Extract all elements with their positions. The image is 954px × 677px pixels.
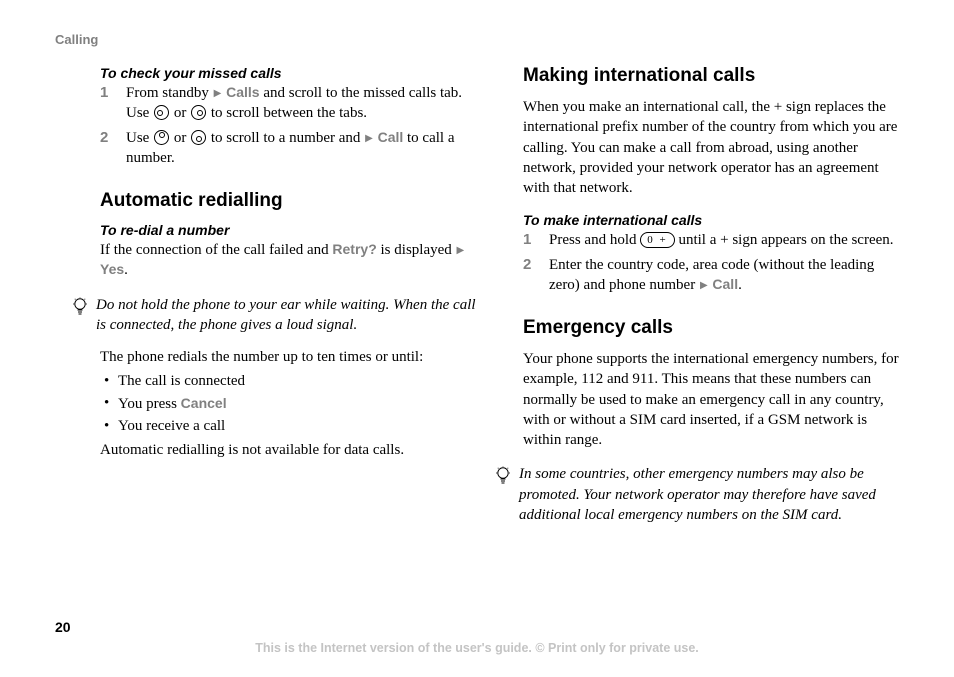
step-text: From standby ▶ Calls and scroll to the m… [126,83,481,124]
text: Press and hold [549,232,640,248]
step-text: Use or to scroll to a number and ▶ Call … [126,128,481,169]
navkey-right-icon [191,105,206,120]
text: Use [126,130,153,146]
nav-arrow-icon: ▶ [457,244,465,258]
softkey-call: Call [378,129,404,145]
step-number: 2 [523,255,549,275]
footer-text: This is the Internet version of the user… [0,641,954,655]
text: or [170,105,190,121]
content-columns: To check your missed calls 1 From standb… [100,65,904,537]
list-item: You receive a call [100,416,481,438]
intl-heading: Making international calls [523,65,904,87]
emergency-intro: Your phone supports the international em… [523,349,904,450]
navkey-left-icon [154,105,169,120]
step-2: 2 Use or to scroll to a number and ▶ Cal… [100,128,481,169]
auto-redial-heading: Automatic redialling [100,190,481,212]
text: You press [118,396,181,412]
page-number: 20 [55,619,71,635]
list-item: The call is connected [100,371,481,393]
redial-note: Automatic redialling is not available fo… [100,440,481,460]
emergency-heading: Emergency calls [523,317,904,339]
key-zero-plus-icon: 0 + [640,232,674,248]
step-2: 2 Enter the country code, area code (wit… [523,255,904,296]
tip-block: In some countries, other emergency numbe… [495,464,904,525]
text: . [124,262,128,278]
text: to scroll to a number and [207,130,364,146]
softkey-call: Call [712,276,738,292]
redial-until: The phone redials the number up to ten t… [100,347,481,367]
nav-arrow-icon: ▶ [700,279,708,293]
softkey-yes: Yes [100,261,124,277]
step-number: 2 [100,128,126,148]
intl-subheading: To make international calls [523,212,904,228]
step-text: Press and hold 0 + until a + sign appear… [549,230,904,250]
text: is displayed [377,242,456,258]
redial-conditions: The call is connected You press Cancel Y… [100,371,481,437]
step-1: 1 From standby ▶ Calls and scroll to the… [100,83,481,124]
redial-subheading: To re-dial a number [100,222,481,238]
missed-calls-title: To check your missed calls [100,65,481,81]
nav-arrow-icon: ▶ [214,87,222,101]
lightbulb-icon [72,297,88,322]
step-number: 1 [100,83,126,103]
text: until a + sign appears on the screen. [678,232,893,248]
tip-block: Do not hold the phone to your ear while … [72,295,481,336]
text: From standby [126,85,213,101]
section-header: Calling [55,32,98,47]
step-text: Enter the country code, area code (witho… [549,255,904,296]
text: . [738,277,742,293]
navkey-down-icon [191,130,206,145]
left-column: To check your missed calls 1 From standb… [100,65,481,537]
softkey-cancel: Cancel [181,395,227,411]
list-item: You press Cancel [100,393,481,416]
step-number: 1 [523,230,549,250]
nav-arrow-icon: ▶ [365,132,373,146]
navkey-up-icon [154,130,169,145]
lightbulb-icon [495,466,511,491]
tip-text: In some countries, other emergency numbe… [519,464,904,525]
redial-intro: If the connection of the call failed and… [100,240,481,281]
text: If the connection of the call failed and [100,242,332,258]
softkey-calls: Calls [226,84,259,100]
tip-text: Do not hold the phone to your ear while … [96,295,481,336]
missed-calls-steps: 1 From standby ▶ Calls and scroll to the… [100,83,481,168]
right-column: Making international calls When you make… [523,65,904,537]
text: or [170,130,190,146]
softkey-retry: Retry? [332,241,376,257]
intl-intro: When you make an international call, the… [523,97,904,198]
text: to scroll between the tabs. [207,105,367,121]
step-1: 1 Press and hold 0 + until a + sign appe… [523,230,904,250]
intl-steps: 1 Press and hold 0 + until a + sign appe… [523,230,904,295]
